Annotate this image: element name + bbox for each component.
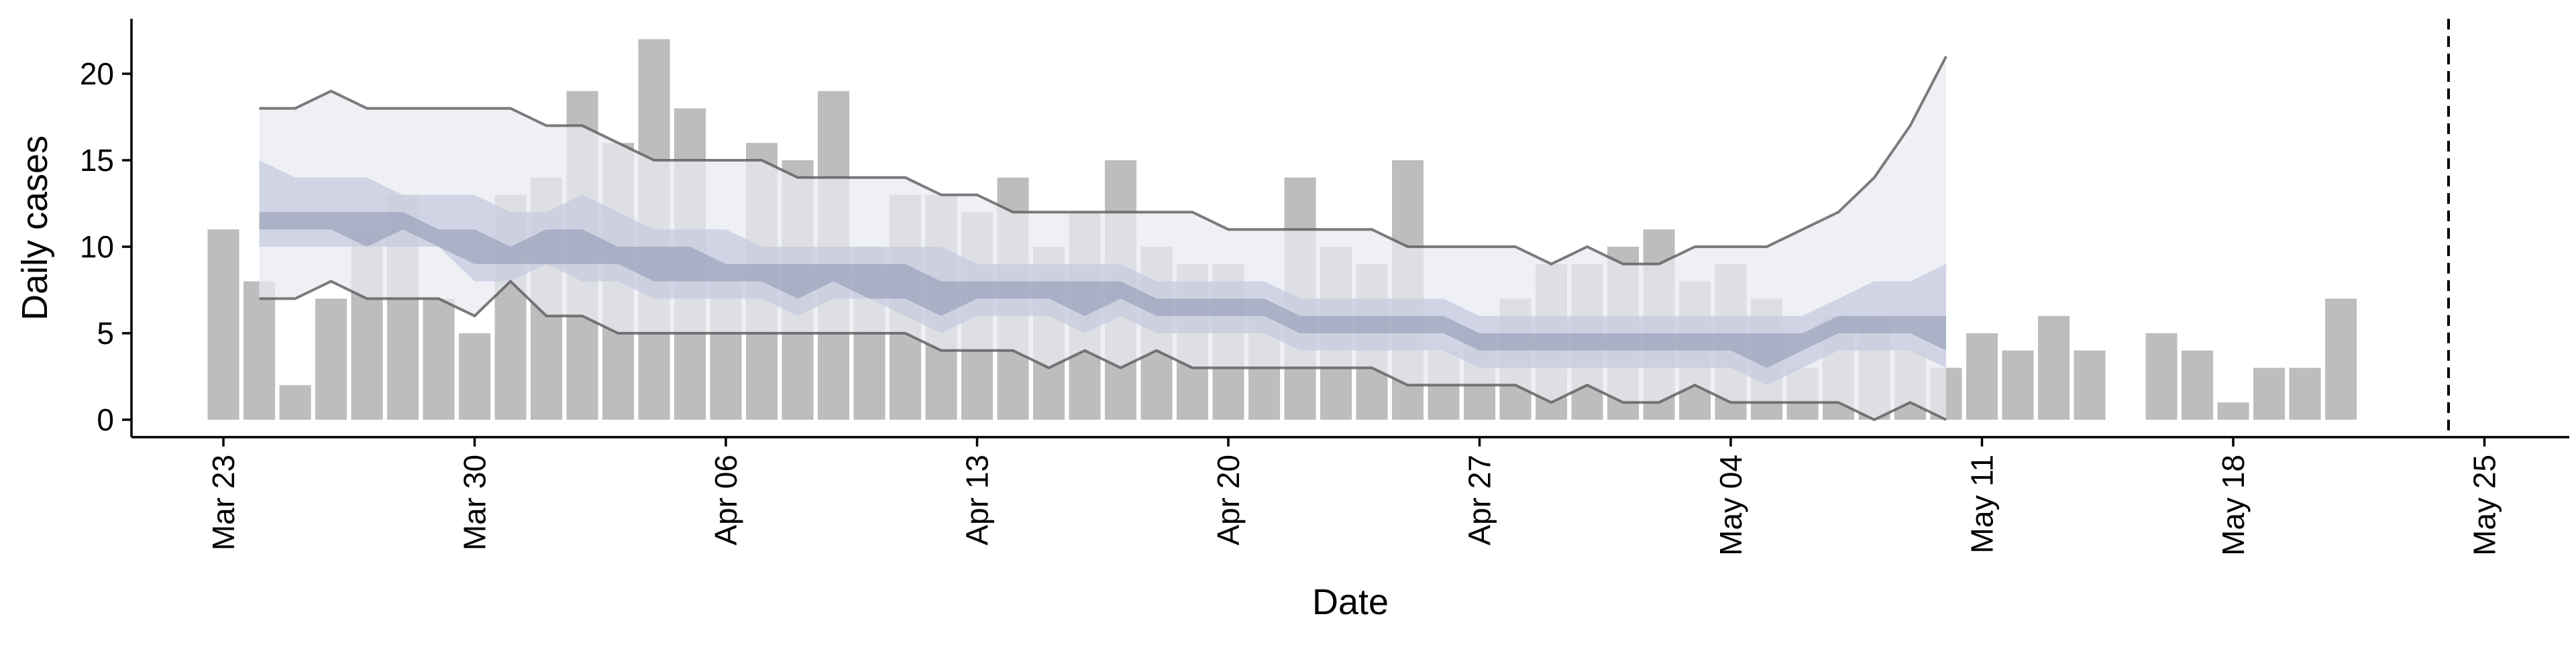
x-tick-label: Apr 13: [960, 455, 995, 546]
ci-lower-line: [259, 279, 1947, 422]
case-bar: [279, 385, 311, 420]
x-tick-label: Apr 27: [1462, 455, 1497, 546]
case-bar: [2325, 298, 2357, 420]
axes-layer: 0 5 10 15 20 Mar 23 Mar 30 Apr 06 Apr 13 Apr 20 Ap…: [80, 19, 2569, 556]
x-tick-label: May 18: [2216, 455, 2251, 556]
case-bar: [423, 298, 455, 420]
bands-layer: [259, 56, 1946, 420]
y-tick-label: 15: [80, 143, 114, 178]
case-bar: [2038, 316, 2070, 420]
case-bar: [2217, 402, 2249, 420]
case-bar: [207, 229, 239, 420]
case-bar: [2145, 333, 2178, 420]
case-bar: [315, 298, 347, 420]
x-tick-label: May 04: [1713, 455, 1748, 556]
x-tick-label: Mar 23: [206, 455, 241, 550]
case-bar: [244, 281, 276, 420]
ci-lines-layer: [259, 56, 1947, 422]
case-bar: [1966, 333, 1998, 420]
y-axis-title: Daily cases: [15, 135, 55, 320]
x-tick-label: May 11: [1965, 455, 2000, 553]
y-tick-label: 5: [97, 316, 114, 351]
case-bar: [2289, 367, 2321, 420]
case-bar: [2074, 350, 2106, 420]
case-bar: [2253, 367, 2286, 420]
band-middle: [259, 160, 1946, 386]
y-tick-label: 20: [80, 56, 114, 91]
x-tick-label: May 25: [2467, 455, 2502, 556]
y-tick-label: 10: [80, 229, 114, 264]
case-bar: [2002, 350, 2034, 420]
case-bar: [459, 333, 491, 420]
x-tick-label: Apr 20: [1211, 455, 1246, 546]
ci-upper-line: [259, 56, 1947, 266]
x-tick-label: Apr 06: [708, 455, 743, 546]
band-inner: [259, 212, 1946, 368]
case-bar: [2182, 350, 2214, 420]
y-tick-label: 0: [97, 402, 114, 437]
x-axis-title: Date: [1312, 582, 1389, 622]
x-tick-label: Mar 30: [458, 455, 492, 550]
